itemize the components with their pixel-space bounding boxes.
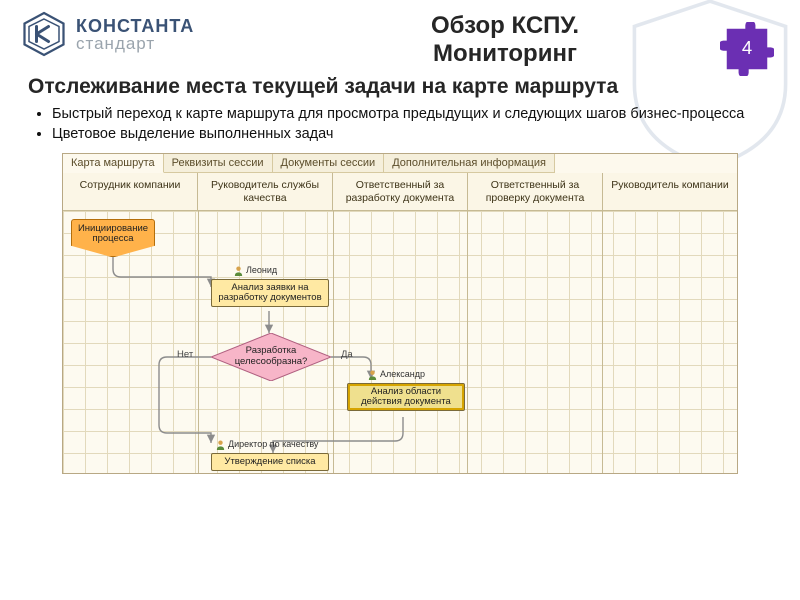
puzzle-badge-icon: 4 bbox=[720, 22, 774, 76]
subtitle: Отслеживание места текущей задачи на кар… bbox=[0, 68, 800, 103]
header: КОНСТАНТА стандарт Обзор КСПУ. Мониторин… bbox=[0, 0, 800, 68]
tab-extra-info[interactable]: Дополнительная информация bbox=[384, 154, 555, 173]
task-node-current: Анализ области действия документа bbox=[347, 383, 465, 412]
tab-bar: Карта маршрута Реквизиты сессии Документ… bbox=[63, 154, 737, 173]
tab-session-docs[interactable]: Документы сессии bbox=[273, 154, 385, 173]
edge-label-yes: Да bbox=[341, 349, 353, 360]
task-node: Анализ заявки на разработку документов bbox=[211, 279, 329, 308]
title-line2: Мониторинг bbox=[230, 40, 780, 68]
logo-hex-icon bbox=[20, 10, 68, 58]
lane-header: Руководитель службы качества bbox=[198, 173, 333, 209]
actor-label: Директор по качеству bbox=[215, 439, 318, 450]
edges-layer bbox=[63, 211, 737, 473]
page-title: Обзор КСПУ. Мониторинг bbox=[230, 10, 780, 68]
bullet-item: Быстрый переход к карте маршрута для про… bbox=[52, 105, 770, 123]
route-map-panel: Карта маршрута Реквизиты сессии Документ… bbox=[62, 153, 738, 473]
decision-node: Разработка целесообразна? bbox=[211, 333, 331, 381]
tab-route-map[interactable]: Карта маршрута bbox=[63, 154, 164, 173]
lane-header: Руководитель компании bbox=[603, 173, 737, 209]
swimlane-headers: Сотрудник компании Руководитель службы к… bbox=[63, 173, 737, 210]
task-node: Утверждение списка bbox=[211, 453, 329, 471]
tab-session-props[interactable]: Реквизиты сессии bbox=[164, 154, 273, 173]
title-line1: Обзор КСПУ. bbox=[431, 12, 579, 39]
actor-label: Леонид bbox=[233, 265, 277, 276]
lane-header: Ответственный за проверку документа bbox=[468, 173, 603, 209]
logo-text-top: КОНСТАНТА bbox=[76, 17, 194, 35]
actor-label: Александр bbox=[367, 369, 425, 380]
lane-header: Ответственный за разработку документа bbox=[333, 173, 468, 209]
flow-canvas: Инициирование процессаЛеонидАлександрДир… bbox=[63, 211, 737, 473]
bullet-item: Цветовое выделение выполненных задач bbox=[52, 125, 770, 143]
lane-header: Сотрудник компании bbox=[63, 173, 198, 209]
logo-text-bottom: стандарт bbox=[76, 35, 194, 52]
logo: КОНСТАНТА стандарт bbox=[20, 10, 230, 58]
puzzle-number: 4 bbox=[742, 37, 752, 58]
edge-label-no: Нет bbox=[177, 349, 193, 360]
bullet-list: Быстрый переход к карте маршрута для про… bbox=[0, 103, 800, 153]
